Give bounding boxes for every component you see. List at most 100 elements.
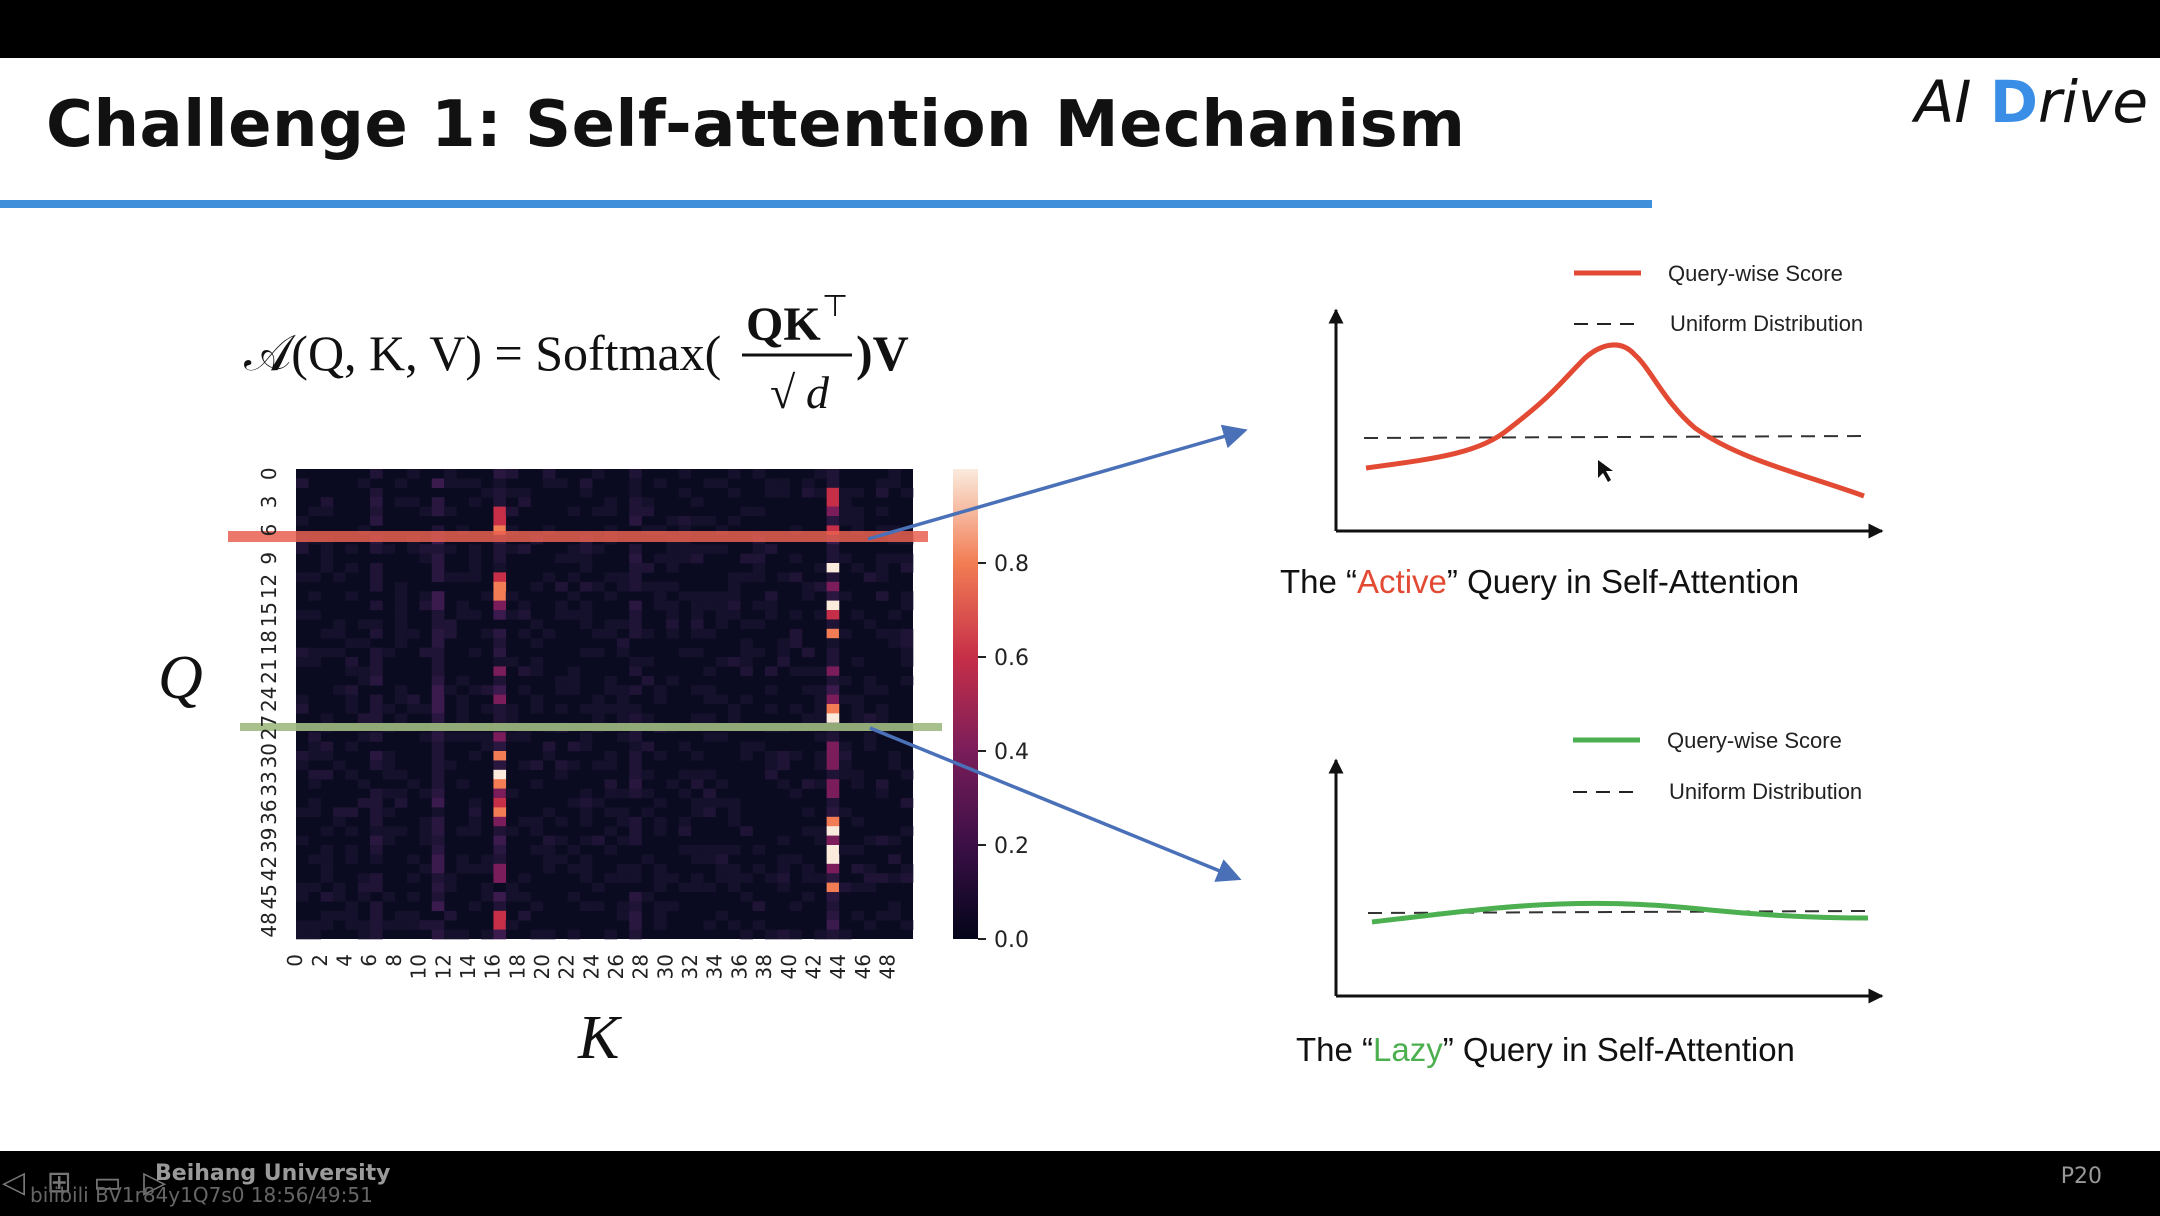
heatmap-cell [641, 657, 655, 667]
heatmap-cell [616, 619, 630, 630]
heatmap-cell [653, 600, 667, 611]
heatmap-cell [727, 591, 741, 601]
heatmap-cell [801, 807, 815, 818]
heatmap-cell [616, 807, 630, 818]
heatmap-cell [764, 478, 778, 489]
active-score-curve [1365, 342, 1865, 499]
heatmap-cell [518, 628, 531, 639]
heatmap-cell [468, 751, 482, 761]
heatmap-cell [727, 704, 741, 714]
heatmap-cell [838, 807, 852, 818]
heatmap-cell [394, 581, 408, 592]
heatmap-cell [727, 863, 741, 874]
heatmap-cell [579, 544, 593, 554]
heatmap-cell [875, 591, 889, 601]
heatmap-cell [493, 553, 507, 564]
heatmap-cell [604, 591, 618, 601]
heatmap-cell [826, 628, 840, 639]
heatmap-cell [542, 525, 556, 536]
heatmap-cell [555, 581, 568, 592]
y-tick-label: 21 [257, 658, 281, 683]
heatmap-cell [493, 807, 507, 818]
heatmap-cell [641, 807, 655, 818]
heatmap-cell [555, 760, 568, 771]
heatmap-cell [715, 478, 729, 489]
heatmap-cell [308, 807, 321, 818]
heatmap-cell [900, 863, 914, 874]
heatmap-cell [592, 713, 605, 724]
heatmap-cell [357, 873, 371, 883]
heatmap-cell [690, 882, 704, 893]
heatmap-cell [542, 572, 556, 583]
heatmap-cell [653, 816, 667, 827]
heatmap-cell [382, 892, 396, 902]
heatmap-cell [777, 882, 790, 893]
heatmap-cell [616, 732, 630, 742]
heatmap-cell [493, 525, 507, 536]
heatmap-cell [629, 628, 642, 639]
heatmap-cell [592, 647, 605, 658]
heatmap-cell [604, 506, 618, 517]
heatmap-cell [357, 929, 371, 940]
heatmap-cell [407, 854, 420, 865]
heatmap-cell [493, 600, 507, 611]
heatmap-cell [370, 572, 383, 583]
heatmap-cell [604, 788, 618, 799]
heatmap-cell [444, 873, 457, 883]
heatmap-cell [320, 553, 334, 564]
heatmap-cell [838, 929, 852, 940]
heatmap-cell [296, 882, 309, 893]
heatmap-cell [826, 929, 840, 940]
heatmap-cell [407, 892, 420, 902]
heatmap-cell [518, 600, 531, 611]
logo-prefix: AI [1914, 68, 1972, 136]
heatmap-cell [875, 685, 889, 695]
heatmap-cell [468, 863, 482, 874]
heatmap-cell [789, 628, 803, 639]
player-controls[interactable]: ◁ ⊞ ▭ ▷ [2, 1165, 173, 1200]
heatmap-cell [641, 788, 655, 799]
heatmap-cell [394, 610, 408, 620]
heatmap-cell [530, 760, 544, 771]
heatmap-cell [801, 581, 815, 592]
heatmap-cell [851, 816, 864, 827]
heatmap-cell [308, 854, 321, 865]
heatmap-cell [826, 610, 840, 620]
heatmap-cell [308, 929, 321, 940]
heatmap-cell [715, 873, 729, 883]
heatmap-cell [875, 525, 889, 536]
heatmap-cell [666, 675, 679, 686]
heatmap-cell [505, 487, 519, 498]
heatmap-cell [518, 873, 531, 883]
heatmap-cell [826, 487, 840, 498]
heatmap-cell [357, 920, 371, 930]
heatmap-cell [752, 863, 766, 874]
heatmap-cell [493, 478, 507, 489]
heatmap-cell [764, 610, 778, 620]
heatmap-cell [900, 591, 914, 601]
y-tick-label: 30 [257, 743, 281, 768]
heatmap-cell [394, 713, 408, 724]
heatmap-cell [592, 704, 605, 714]
heatmap-cell [579, 873, 593, 883]
heatmap-cell [567, 892, 581, 902]
heatmap-cell [296, 647, 309, 658]
heatmap-cell [838, 628, 852, 639]
heatmap-cell [493, 910, 507, 921]
heatmap-cell [838, 553, 852, 564]
heatmap-cell [481, 741, 494, 752]
heatmap-cell [826, 694, 840, 705]
heatmap-cell [370, 647, 383, 658]
heatmap-cell [456, 826, 470, 836]
heatmap-cell [407, 920, 420, 930]
heatmap-cell [690, 553, 704, 564]
heatmap-cell [579, 563, 593, 573]
heatmap-cell [468, 816, 482, 827]
heatmap-cell [419, 553, 433, 564]
heatmap-cell [579, 553, 593, 564]
heatmap-cell [875, 910, 889, 921]
heatmap-cell [431, 628, 445, 639]
heatmap-cell [481, 892, 494, 902]
heatmap-cell [579, 788, 593, 799]
